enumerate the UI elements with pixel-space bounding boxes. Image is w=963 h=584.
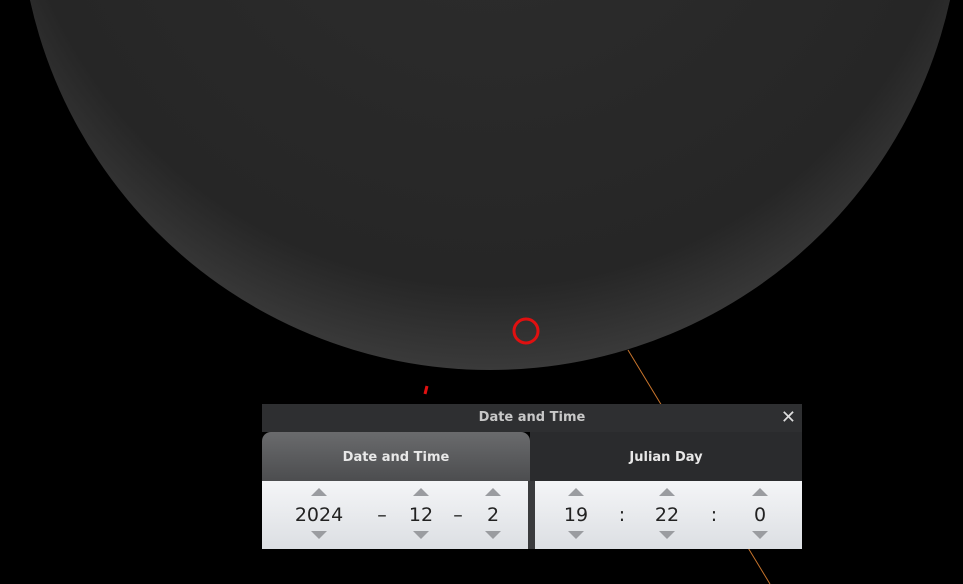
spin-down[interactable]: [568, 531, 584, 539]
spin-up[interactable]: [311, 488, 327, 496]
separator: –: [453, 504, 463, 526]
tab[interactable]: Date and Time: [262, 432, 530, 481]
spin-value[interactable]: 2: [487, 504, 499, 526]
spin-down[interactable]: [413, 531, 429, 539]
date-time-dialog: Date and Time ✕ Date and Time Julian Day…: [262, 404, 802, 549]
spin-down[interactable]: [311, 531, 327, 539]
spin-value[interactable]: 2024: [295, 504, 343, 526]
marker-fragment: [425, 386, 427, 394]
separator: :: [711, 504, 717, 526]
spin-value[interactable]: 0: [754, 504, 766, 526]
divider: [528, 481, 535, 549]
spin-value[interactable]: 22: [655, 504, 679, 526]
spin-up[interactable]: [413, 488, 429, 496]
spin-down[interactable]: [752, 531, 768, 539]
moon: [19, 0, 961, 370]
dialog-title: Date and Time: [262, 404, 802, 432]
spin-down[interactable]: [659, 531, 675, 539]
spin-up[interactable]: [485, 488, 501, 496]
tab[interactable]: Julian Day: [530, 432, 802, 481]
close-button[interactable]: ✕: [781, 404, 796, 432]
separator: –: [377, 504, 387, 526]
separator: :: [619, 504, 625, 526]
spin-value[interactable]: 19: [564, 504, 588, 526]
spin-value[interactable]: 12: [409, 504, 433, 526]
spin-up[interactable]: [568, 488, 584, 496]
spin-up[interactable]: [752, 488, 768, 496]
spin-down[interactable]: [485, 531, 501, 539]
spin-up[interactable]: [659, 488, 675, 496]
screen: Date and Time ✕ Date and Time Julian Day…: [0, 0, 963, 584]
